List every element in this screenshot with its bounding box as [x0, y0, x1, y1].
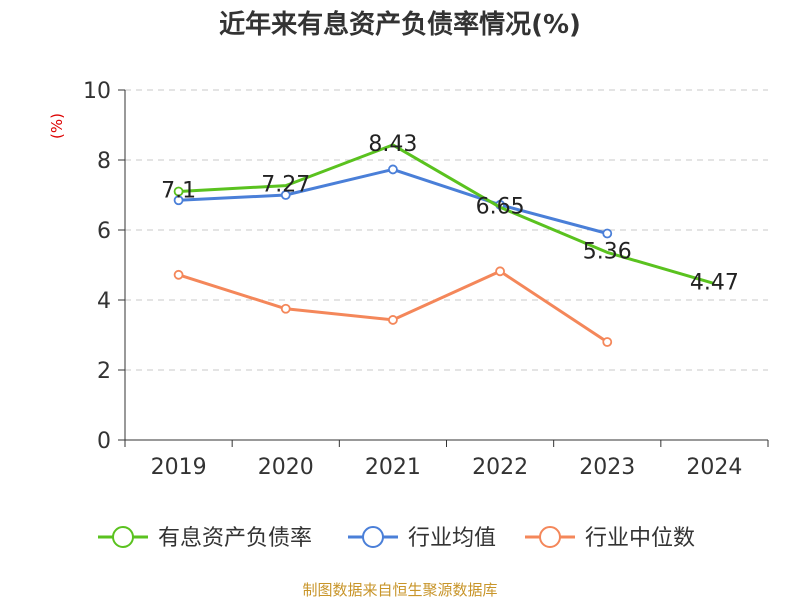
legend-label: 行业均值 [408, 526, 496, 551]
data-label: 5.36 [583, 239, 632, 264]
chart-title: 近年来有息资产负债率情况(%) [219, 9, 581, 40]
series-point-1 [280, 190, 291, 200]
series-point-1 [388, 164, 398, 175]
data-label: 7.1 [161, 179, 196, 204]
y-tick-label: 0 [97, 429, 111, 454]
x-tick-label: 2019 [151, 455, 207, 480]
y-tick-label: 10 [83, 79, 111, 104]
legend-item: 行业中位数 [525, 526, 695, 551]
legend-swatch-marker [539, 526, 561, 548]
series-line-0 [178, 143, 715, 286]
series-point-1 [602, 228, 613, 239]
data-label: 7.27 [261, 173, 310, 198]
y-tick-label: 8 [97, 149, 111, 174]
series-point-2 [280, 303, 291, 314]
x-tick-label: 2020 [258, 455, 314, 480]
y-axis-unit: (%) [48, 113, 66, 139]
legend-label: 有息资产负债率 [158, 526, 312, 551]
axes: 0 2 4 6 8 10 2019 2020 2021 2022 2023 2024 [83, 79, 769, 480]
x-tick-label: 2022 [472, 455, 528, 480]
data-label: 8.43 [368, 132, 417, 157]
series-point-0 [173, 186, 184, 197]
x-tick-label: 2024 [686, 455, 742, 480]
y-tick-label: 6 [97, 219, 111, 244]
legend-swatch-marker [112, 526, 134, 548]
y-tick-label: 2 [97, 359, 111, 384]
series-point-2 [602, 337, 613, 347]
legend-swatch-marker [362, 526, 384, 548]
x-tick-label: 2021 [365, 455, 421, 480]
x-tick-label: 2023 [579, 455, 635, 480]
data-labels: 7.1 7.27 8.43 6.65 5.36 4.47 [161, 132, 739, 296]
series-lines [173, 143, 715, 347]
data-label: 4.47 [690, 271, 739, 296]
data-label: 6.65 [476, 194, 525, 219]
y-tick-label: 4 [97, 289, 111, 314]
legend-item: 行业均值 [348, 526, 496, 551]
series-line-2 [178, 269, 609, 344]
gridlines [125, 89, 768, 371]
series-point-2 [495, 266, 505, 277]
legend-label: 行业中位数 [585, 526, 695, 551]
legend: 有息资产负债率 行业均值 行业中位数 [98, 526, 695, 551]
series-point-2 [173, 269, 184, 280]
legend-item: 有息资产负债率 [98, 526, 312, 551]
source-note: 制图数据来自恒生聚源数据库 [302, 581, 497, 599]
series-point-2 [388, 315, 398, 325]
